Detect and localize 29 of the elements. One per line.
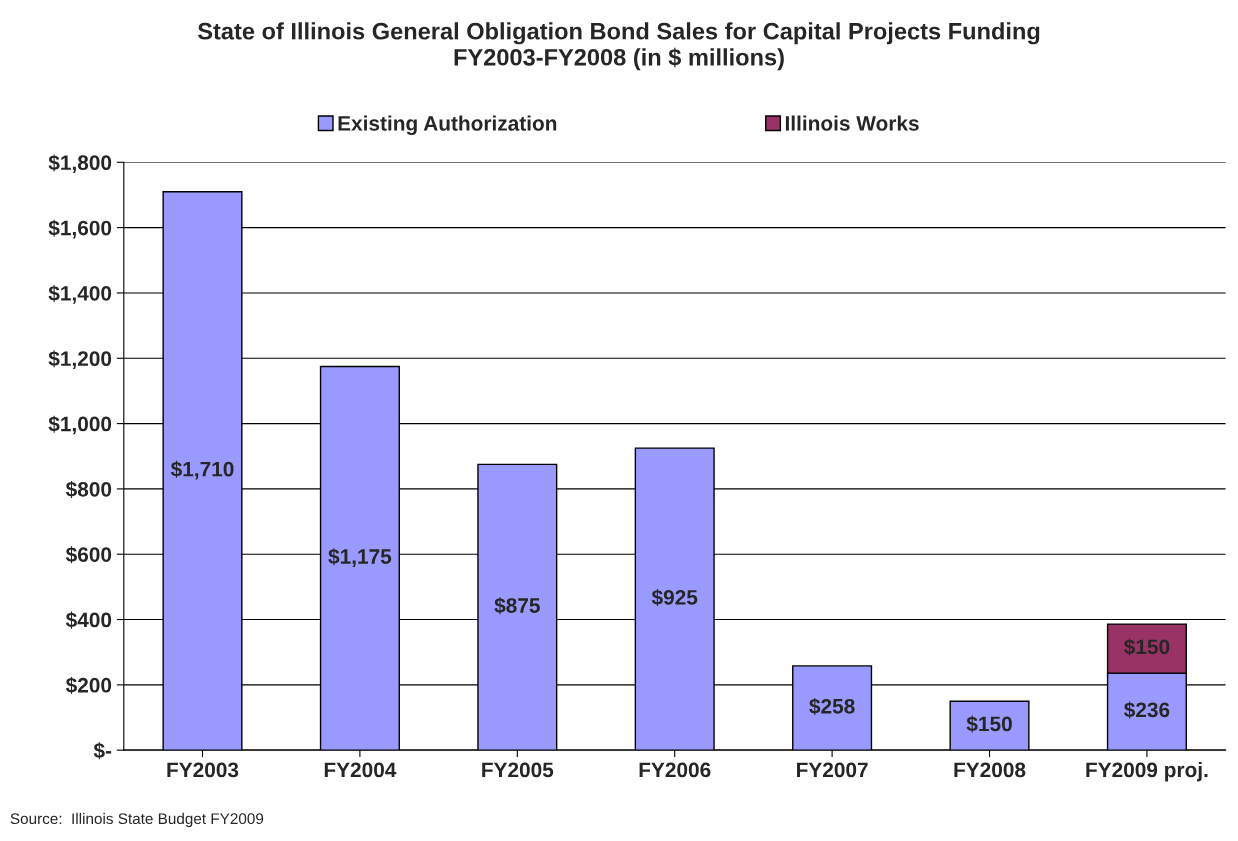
x-tick-label: FY2009 proj. — [1086, 761, 1208, 782]
legend-label: Existing Authorization — [338, 115, 557, 135]
y-tick-label: $1,800 — [48, 154, 112, 174]
data-label: $236 — [1124, 701, 1170, 719]
x-tick-label: FY2003 — [167, 762, 239, 778]
source-note: Source: Illinois State Budget FY2009 — [10, 812, 264, 828]
y-tick-label: $600 — [65, 546, 112, 564]
x-tick-label: FY2006 — [639, 762, 711, 778]
y-tick-label: $1,400 — [48, 285, 112, 304]
data-label: $150 — [1124, 638, 1170, 656]
data-label: $925 — [651, 589, 698, 607]
y-tick-label: $200 — [65, 676, 112, 694]
data-label: $1,710 — [170, 460, 234, 480]
x-tick-label: FY2007 — [797, 762, 868, 778]
data-label: $875 — [494, 597, 540, 615]
x-tick-label: FY2008 — [954, 762, 1026, 778]
y-tick-label: $- — [93, 742, 112, 760]
y-tick-label: $1,600 — [48, 219, 112, 239]
data-label: $150 — [966, 715, 1012, 733]
chart-title: State of Illinois General Obligation Bond Sales for Capital Projects Funding FY2003-FY2008 (in $ millions) — [197, 22, 1040, 71]
legend-label: Illinois Works — [785, 115, 919, 131]
y-tick-label: $1,200 — [48, 350, 112, 370]
y-tick-label: $400 — [65, 611, 112, 629]
x-tick-label: FY2005 — [482, 762, 554, 778]
y-tick-label: $800 — [65, 480, 112, 498]
data-label: $1,175 — [328, 548, 392, 567]
x-tick-label: FY2004 — [324, 762, 397, 778]
data-label: $258 — [809, 697, 855, 715]
y-tick-label: $1,000 — [48, 415, 112, 435]
